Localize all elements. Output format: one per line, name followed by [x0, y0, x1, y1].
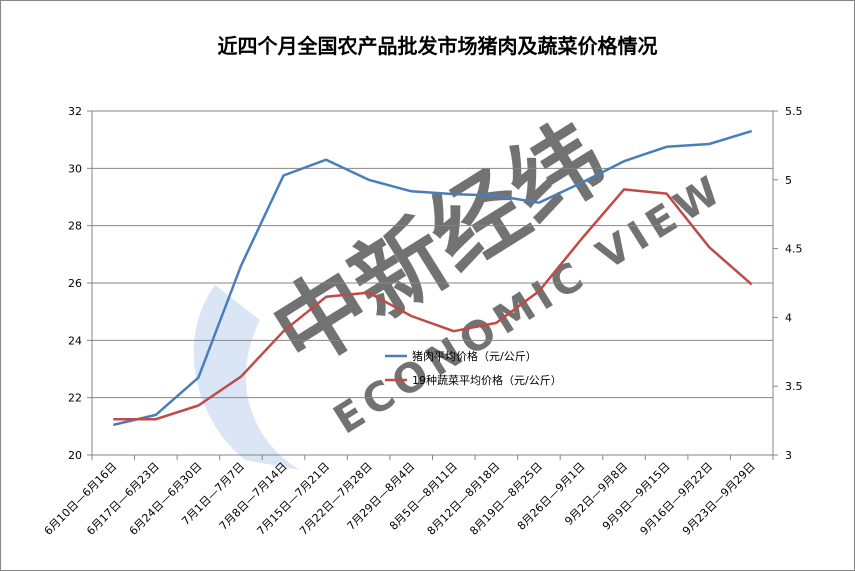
gridlines: [92, 110, 773, 456]
series-line-vegetables: [113, 188, 753, 421]
right-axis-tick-label: 4.5: [785, 243, 803, 256]
left-axis-tick-label: 26: [68, 277, 82, 290]
x-axis-tick-label: 7月22日—7月28日: [297, 460, 375, 538]
axes: [87, 110, 778, 460]
left-axis-tick-labels: 20 22 24 26 28 30 32: [68, 105, 82, 462]
watermark-logo: 中新经纬 ECONOMIC VIEW: [193, 103, 733, 470]
x-axis-tick-labels: 6月10日—6月16日6月17日—6月23日6月24日—6月30日7月1日—7月…: [42, 460, 758, 538]
series-line-pork: [113, 129, 753, 427]
watermark-swoosh-shape: [193, 285, 300, 470]
legend-label: 19种蔬菜平均价格（元/公斤）: [412, 373, 562, 387]
right-axis-tick-label: 5: [785, 174, 792, 187]
x-axis-tick-label: 9月23日—9月29日: [680, 460, 758, 538]
right-axis-tick-label: 4: [785, 311, 792, 324]
legend: 猪肉平均价格（元/公斤） 19种蔬菜平均价格（元/公斤）: [385, 349, 562, 387]
legend-label: 猪肉平均价格（元/公斤）: [412, 349, 537, 363]
left-axis-tick-label: 20: [68, 449, 82, 462]
chart-title: 近四个月全国农产品批发市场猪肉及蔬菜价格情况: [217, 34, 658, 58]
right-axis-tick-label: 3.5: [785, 380, 803, 393]
x-axis-tick-label: 7月15日—7月21日: [254, 460, 332, 538]
left-axis-tick-label: 28: [68, 220, 82, 233]
x-axis-tick-label: 6月17日—6月23日: [84, 460, 162, 538]
right-axis-tick-label: 5.5: [785, 105, 803, 118]
x-axis-tick-label: 9月16日—9月22日: [637, 460, 715, 538]
right-axis-tick-label: 3: [785, 449, 792, 462]
x-axis-tick-label: 6月24日—6月30日: [127, 460, 205, 538]
left-axis-tick-label: 30: [68, 162, 82, 175]
right-axis-tick-labels: 3 3.5 4 4.5 5 5.5: [785, 105, 803, 462]
left-axis-tick-label: 22: [68, 392, 82, 405]
left-axis-tick-label: 24: [68, 334, 82, 347]
x-axis-tick-label: 8月12日—8月18日: [425, 460, 503, 538]
x-axis-tick-label: 6月10日—6月16日: [42, 460, 120, 538]
left-axis-tick-label: 32: [68, 105, 82, 118]
x-axis-tick-label: 8月19日—8月25日: [467, 460, 545, 538]
series-lines: [113, 129, 753, 427]
